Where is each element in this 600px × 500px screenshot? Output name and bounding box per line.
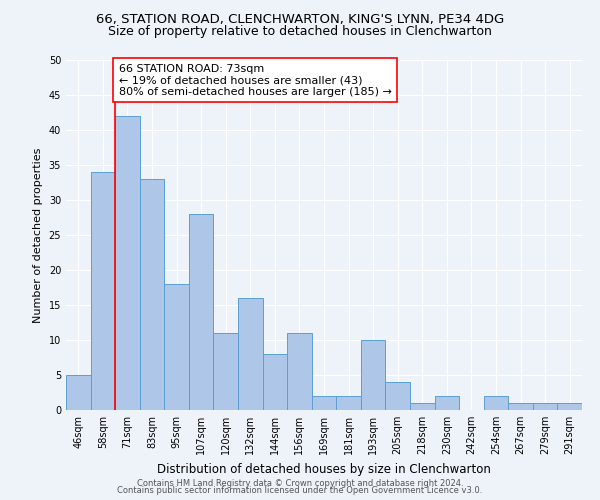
Bar (140, 179, 164, 410)
Bar (238, 298, 263, 410)
Bar (189, 214, 214, 410)
Bar (263, 354, 287, 410)
Text: 66 STATION ROAD: 73sqm
← 19% of detached houses are smaller (43)
80% of semi-det: 66 STATION ROAD: 73sqm ← 19% of detached… (119, 64, 392, 96)
Bar (410, 403, 434, 410)
Bar (557, 403, 582, 410)
Bar (434, 396, 459, 410)
Bar (214, 333, 238, 410)
Bar (91, 172, 115, 410)
Bar (336, 396, 361, 410)
Text: Size of property relative to detached houses in Clenchwarton: Size of property relative to detached ho… (108, 25, 492, 38)
Bar (533, 403, 557, 410)
X-axis label: Distribution of detached houses by size in Clenchwarton: Distribution of detached houses by size … (157, 462, 491, 475)
Bar (115, 116, 140, 410)
Text: Contains HM Land Registry data © Crown copyright and database right 2024.: Contains HM Land Registry data © Crown c… (137, 478, 463, 488)
Bar (66, 375, 91, 410)
Bar (361, 340, 385, 410)
Bar (287, 333, 312, 410)
Bar (312, 396, 336, 410)
Y-axis label: Number of detached properties: Number of detached properties (33, 148, 43, 322)
Bar (484, 396, 508, 410)
Bar (508, 403, 533, 410)
Bar (164, 284, 189, 410)
Text: Contains public sector information licensed under the Open Government Licence v3: Contains public sector information licen… (118, 486, 482, 495)
Bar (385, 382, 410, 410)
Text: 66, STATION ROAD, CLENCHWARTON, KING'S LYNN, PE34 4DG: 66, STATION ROAD, CLENCHWARTON, KING'S L… (96, 12, 504, 26)
